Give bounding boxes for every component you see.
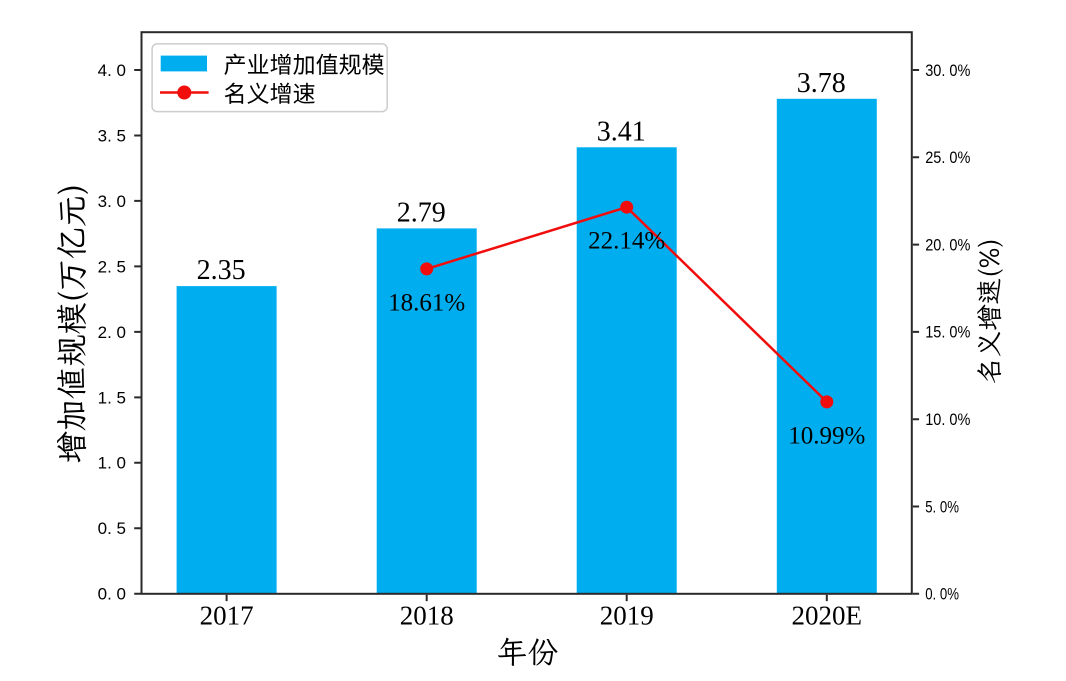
svg-text:3.78: 3.78 — [797, 68, 846, 99]
svg-text:10. 0%: 10. 0% — [925, 410, 970, 429]
svg-text:20. 0%: 20. 0% — [925, 235, 970, 254]
svg-text:0. 5: 0. 5 — [98, 519, 126, 538]
svg-text:2020E: 2020E — [792, 600, 863, 630]
svg-text:3. 0: 3. 0 — [98, 192, 126, 211]
svg-text:22.14%: 22.14% — [588, 228, 665, 255]
svg-text:0. 0%: 0. 0% — [925, 585, 959, 604]
svg-text:30. 0%: 30. 0% — [925, 61, 970, 80]
svg-text:4. 0: 4. 0 — [98, 61, 126, 80]
svg-text:2. 0: 2. 0 — [98, 323, 126, 342]
svg-text:3.41: 3.41 — [597, 116, 646, 147]
svg-text:1. 0: 1. 0 — [98, 454, 126, 473]
svg-text:2017: 2017 — [200, 600, 254, 630]
svg-text:10.99%: 10.99% — [788, 422, 865, 449]
svg-text:0. 0: 0. 0 — [98, 585, 126, 604]
svg-text:25. 0%: 25. 0% — [925, 148, 970, 167]
svg-text:5. 0%: 5. 0% — [925, 497, 959, 516]
svg-text:3. 5: 3. 5 — [98, 126, 126, 145]
svg-text:2.79: 2.79 — [397, 197, 446, 228]
svg-text:2019: 2019 — [600, 600, 654, 630]
svg-text:18.61%: 18.61% — [388, 289, 465, 316]
svg-text:1. 5: 1. 5 — [98, 388, 126, 407]
svg-text:15. 0%: 15. 0% — [925, 323, 970, 342]
svg-text:2. 5: 2. 5 — [98, 257, 126, 276]
svg-text:2018: 2018 — [400, 600, 454, 630]
svg-text:2.35: 2.35 — [197, 255, 246, 286]
